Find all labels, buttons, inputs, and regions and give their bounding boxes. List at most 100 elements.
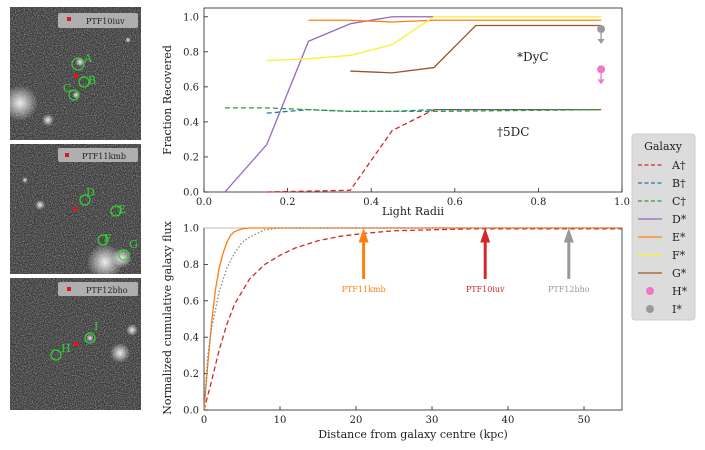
image-label-box [58,282,138,296]
fivedc-annotation: †5DC [497,125,529,139]
top-y-axis-label: Fraction Recovered [161,45,174,155]
point-h-marker [597,65,606,74]
image-name-3: PTF12bho [86,286,128,295]
sn-marker-icon [65,153,69,157]
sn-arrow-label: PTF12bho [548,285,590,294]
bottom-xtick-label: 20 [350,415,363,426]
legend-entries: A† B† C† D* E* F* G* H* I* [638,159,688,316]
galaxy-label-a: A [83,52,93,65]
bottom-ytick-label: 0.6 [183,296,199,307]
galaxy-label-b: B [88,74,96,87]
image-panel-1: PTF10iuv A B C [2,7,141,140]
top-axis-ticks: 0.0 0.2 0.4 0.6 0.8 1.0 0.0 0.2 0.4 0.6 0.8 1.0 [183,12,630,208]
galaxy-a-marker [71,57,85,71]
series-d-line [224,16,434,193]
point-h-arrow-head [597,79,605,85]
galaxy-d-marker [79,194,91,206]
sn-marker-icon [67,17,71,21]
sn-arrow-label: PTF11kmb [342,285,386,294]
sn-position-icon [73,207,77,211]
galaxy-c-marker [68,89,80,101]
point-i-marker [597,25,606,34]
sn-marker-icon [67,287,71,291]
bottom-y-axis-label: Normalized cumulative galaxy flux [161,220,174,414]
bottom-xtick-label: 30 [426,415,439,426]
top-plot-frame [203,7,623,193]
flux-a-line [203,228,622,411]
legend-f-label: F* [672,249,686,262]
bottom-plot-frame [203,227,623,411]
image-panel-2: PTF11kmb D E F G [10,144,141,280]
bottom-x-axis-label: Distance from galaxy centre (kpc) [318,428,508,441]
point-i-arrow-head [597,39,605,45]
top-xtick-label: 0.8 [530,197,546,208]
legend-h-marker [646,287,654,295]
recovery-fraction-chart: 0.0 0.2 0.4 0.6 0.8 1.0 0.0 0.2 0.4 0.6 0.8 1.0 Lig… [161,7,630,218]
bottom-xtick-label: 50 [578,415,591,426]
top-x-axis-label: Light Radii [382,205,445,218]
top-xtick-label: 0.2 [280,197,296,208]
image-panel-3: PTF12bho H I [10,278,141,410]
sn-arrow-label: PTF10iuv [466,285,505,294]
sn-arrow-head [480,228,491,243]
top-xtick-label: 0.4 [363,197,379,208]
top-xtick-label: 0.6 [447,197,463,208]
legend-h-label: H* [672,285,688,298]
top-ytick-label: 0.2 [183,152,199,163]
sn-arrow-head [358,228,369,243]
galaxy-legend: Galaxy A† B† C† D* E* F* G* H* I* [631,133,696,321]
galaxy-f-marker [97,234,109,246]
galaxy-label-e: E [118,203,126,216]
galaxy-label-f: F [104,232,112,245]
image-label-box [58,13,138,28]
legend-a-label: A† [671,159,686,172]
galaxy-label-c: C [63,82,71,95]
top-ytick-label: 0.8 [183,47,199,58]
legend-b-label: B† [672,177,686,190]
bottom-ytick-label: 1.0 [183,224,199,235]
sn-arrow-head [563,228,574,243]
dyc-annotation: *DyC [517,50,549,64]
cumulative-flux-chart: 0 10 20 30 40 500.00.20.40.60.81.0 PTF11kmb PT… [161,220,623,441]
galaxy-label-h: H [61,342,71,355]
top-ytick-label: 0.6 [183,82,199,93]
bottom-ytick-label: 0.0 [183,406,199,417]
bottom-xtick-label: 10 [274,415,287,426]
legend-title: Galaxy [644,140,683,153]
bottom-xtick-label: 0 [201,415,207,426]
image-label-box [58,148,138,162]
bottom-sn-arrows: PTF11kmb PTF10iuv PTF12bho [342,228,590,294]
bottom-series-lines [203,227,622,411]
bottom-xtick-label: 40 [502,415,515,426]
bottom-ytick-label: 0.4 [183,333,199,344]
legend-g-label: G* [672,267,687,280]
series-g-line [350,24,602,74]
legend-d-label: D* [672,213,687,226]
series-a-line [266,108,602,193]
flux-e-line [203,227,622,411]
galaxy-label-g: G [129,238,138,251]
bottom-axis-ticks: 0 10 20 30 40 50 0.0 0.2 0.4 0.6 0.8 1.0 [183,224,590,427]
series-f-line [266,16,602,62]
galaxy-label-d: D [86,186,95,199]
galaxy-e-marker [110,205,122,217]
bottom-ytick-label: 0.8 [183,260,199,271]
galaxy-label-i: I [94,320,98,333]
legend-i-label: I* [672,303,682,316]
bottom-ytick-label: 0.2 [183,369,199,380]
series-c-line [224,107,602,113]
image-name-2: PTF11kmb [82,152,126,161]
top-ytick-label: 1.0 [183,12,199,23]
top-ytick-label: 0.4 [183,117,199,128]
galaxy-g-marker [118,249,130,261]
top-xtick-label: 1.0 [614,197,630,208]
legend-c-label: C† [672,195,686,208]
galaxy-b-marker [78,76,90,88]
flux-i-line [203,227,622,411]
top-ytick-label: 0.0 [183,188,199,199]
top-series-lines [224,16,606,193]
sn-position-icon [74,74,78,78]
sn-position-icon [74,342,78,346]
series-e-line [308,19,602,23]
